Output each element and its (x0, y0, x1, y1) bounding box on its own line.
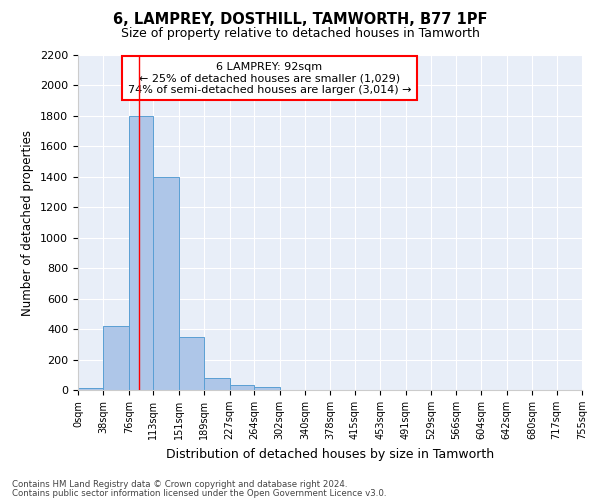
X-axis label: Distribution of detached houses by size in Tamworth: Distribution of detached houses by size … (166, 448, 494, 460)
Text: Contains HM Land Registry data © Crown copyright and database right 2024.: Contains HM Land Registry data © Crown c… (12, 480, 347, 489)
Bar (154, 177, 179, 390)
Bar (129, 116, 154, 390)
Text: Contains public sector information licensed under the Open Government Licence v3: Contains public sector information licen… (12, 488, 386, 498)
Text: 6, LAMPREY, DOSTHILL, TAMWORTH, B77 1PF: 6, LAMPREY, DOSTHILL, TAMWORTH, B77 1PF (113, 12, 487, 28)
Text: 6 LAMPREY: 92sqm
← 25% of detached houses are smaller (1,029)
74% of semi-detach: 6 LAMPREY: 92sqm ← 25% of detached house… (128, 62, 411, 95)
Y-axis label: Number of detached properties: Number of detached properties (22, 130, 34, 316)
Bar (78, 388, 103, 390)
Bar (204, 378, 230, 390)
Text: Size of property relative to detached houses in Tamworth: Size of property relative to detached ho… (121, 28, 479, 40)
Bar (254, 387, 280, 390)
Bar (179, 336, 204, 390)
Bar (103, 326, 129, 390)
Bar (230, 384, 254, 390)
